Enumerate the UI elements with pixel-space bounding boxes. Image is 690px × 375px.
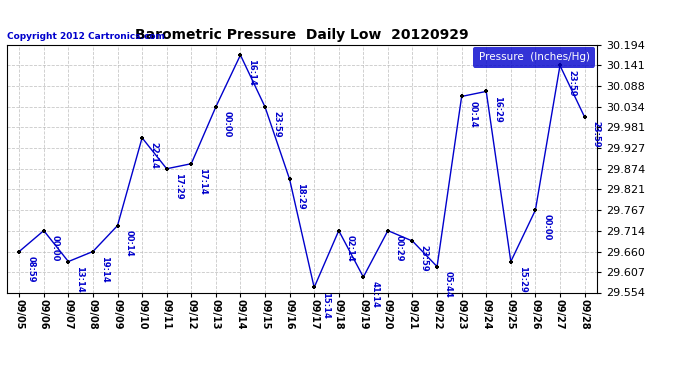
Text: 16:14: 16:14 — [248, 59, 257, 86]
Point — [88, 249, 99, 255]
Text: Copyright 2012 Cartronics.com: Copyright 2012 Cartronics.com — [7, 32, 165, 41]
Text: 00:29: 00:29 — [395, 235, 404, 261]
Point — [14, 249, 25, 255]
Text: 00:00: 00:00 — [51, 235, 60, 261]
Text: 41:14: 41:14 — [371, 281, 380, 308]
Point — [161, 166, 172, 172]
Text: 00:00: 00:00 — [223, 111, 232, 137]
Text: 00:00: 00:00 — [542, 214, 551, 241]
Point — [137, 135, 148, 141]
Point — [112, 223, 123, 229]
Text: 00:14: 00:14 — [469, 100, 477, 127]
Point — [382, 228, 393, 234]
Point — [358, 274, 369, 280]
Point — [481, 88, 492, 94]
Text: 23:59: 23:59 — [567, 70, 576, 96]
Title: Barometric Pressure  Daily Low  20120929: Barometric Pressure Daily Low 20120929 — [135, 28, 469, 42]
Point — [407, 238, 418, 244]
Text: 19:14: 19:14 — [100, 256, 109, 282]
Text: 17:14: 17:14 — [198, 168, 207, 195]
Text: 13:14: 13:14 — [75, 266, 84, 292]
Text: 18:29: 18:29 — [297, 183, 306, 210]
Point — [38, 228, 49, 234]
Point — [63, 258, 74, 264]
Point — [555, 63, 566, 69]
Text: 23:59: 23:59 — [591, 121, 600, 148]
Point — [530, 207, 541, 213]
Text: 23:59: 23:59 — [420, 245, 428, 272]
Text: 16:29: 16:29 — [493, 96, 502, 122]
Point — [431, 264, 442, 270]
Point — [456, 93, 467, 99]
Text: 15:29: 15:29 — [518, 266, 526, 292]
Point — [210, 104, 221, 110]
Legend: Pressure  (Inches/Hg): Pressure (Inches/Hg) — [473, 47, 595, 68]
Text: 17:29: 17:29 — [174, 173, 183, 200]
Text: 15:14: 15:14 — [321, 292, 330, 318]
Text: 00:14: 00:14 — [124, 230, 133, 256]
Point — [186, 161, 197, 167]
Point — [259, 104, 270, 110]
Text: 23:59: 23:59 — [272, 111, 281, 138]
Point — [333, 228, 344, 234]
Text: 02:14: 02:14 — [346, 235, 355, 261]
Point — [284, 176, 295, 182]
Point — [579, 114, 590, 120]
Point — [505, 258, 516, 264]
Text: 08:59: 08:59 — [26, 256, 35, 282]
Point — [308, 285, 319, 291]
Point — [235, 52, 246, 58]
Text: 22:14: 22:14 — [149, 142, 158, 169]
Text: 05:44: 05:44 — [444, 271, 453, 297]
